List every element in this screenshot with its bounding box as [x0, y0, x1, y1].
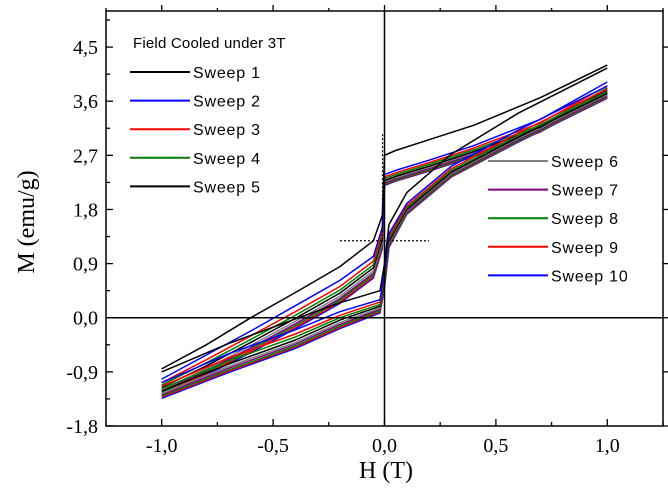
- legend-item-sweep-10: Sweep 10: [488, 268, 629, 285]
- y-tick-label: 0,0: [73, 308, 98, 330]
- legend-item-sweep-7: Sweep 7: [488, 183, 619, 200]
- zero-axes: [106, 11, 663, 426]
- legend-label: Sweep 5: [193, 179, 261, 196]
- legend: Field Cooled under 3T Sweep 1 Sweep 2 Swee…: [130, 35, 629, 285]
- legend-label: Sweep 10: [551, 268, 629, 285]
- x-tick-label: 0,5: [483, 435, 508, 457]
- dotted-guide-marks: [339, 134, 430, 242]
- y-tick-label: 2,7: [73, 145, 98, 167]
- legend-item-sweep-4: Sweep 4: [130, 151, 261, 168]
- legend-label: Sweep 9: [551, 240, 619, 257]
- legend-label: Sweep 3: [193, 122, 261, 139]
- legend-label: Sweep 4: [193, 151, 261, 168]
- x-axis-title: H (T): [359, 458, 413, 484]
- axis-ticks: [105, 5, 668, 427]
- legend-label: Sweep 1: [193, 65, 261, 82]
- legend-label: Sweep 2: [193, 94, 261, 111]
- axis-tick-labels: -1,0 -0,5 0,0 0,5 1,0 -1,8 -0,9 0,0 0,9 1,8 2,7 3,6…: [66, 37, 619, 457]
- legend-title: Field Cooled under 3T: [133, 35, 286, 52]
- legend-item-sweep-1: Sweep 1: [130, 65, 261, 82]
- y-tick-label: 3,6: [73, 91, 98, 113]
- y-tick-label: -0,9: [66, 362, 98, 384]
- x-tick-label: 1,0: [595, 435, 620, 457]
- x-tick-label: -0,5: [257, 435, 289, 457]
- legend-item-sweep-6: Sweep 6: [488, 154, 619, 171]
- y-tick-label: 4,5: [73, 37, 98, 59]
- x-tick-label: -1,0: [146, 435, 178, 457]
- legend-item-sweep-8: Sweep 8: [488, 211, 619, 228]
- legend-item-sweep-9: Sweep 9: [488, 240, 619, 257]
- x-tick-label: 0,0: [372, 435, 397, 457]
- y-axis-title: M (emu/g): [14, 170, 40, 273]
- y-tick-label: 1,8: [73, 199, 98, 221]
- y-tick-label: -1,8: [66, 416, 98, 438]
- legend-item-sweep-5: Sweep 5: [130, 179, 261, 196]
- legend-label: Sweep 7: [551, 183, 619, 200]
- y-tick-label: 0,9: [73, 254, 98, 276]
- legend-label: Sweep 6: [551, 154, 619, 171]
- legend-item-sweep-3: Sweep 3: [130, 122, 261, 139]
- legend-item-sweep-2: Sweep 2: [130, 94, 261, 111]
- legend-label: Sweep 8: [551, 211, 619, 228]
